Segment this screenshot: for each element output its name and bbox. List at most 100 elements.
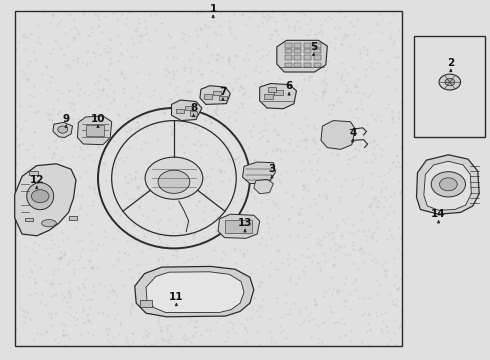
Point xyxy=(161,286,169,292)
Point xyxy=(103,92,111,98)
Point xyxy=(283,17,291,23)
Point xyxy=(65,288,73,294)
Point xyxy=(128,330,136,336)
Point xyxy=(371,195,379,201)
Point xyxy=(363,237,371,243)
Point xyxy=(27,267,35,273)
Point xyxy=(392,163,400,168)
Point xyxy=(46,281,53,287)
Point xyxy=(382,105,390,111)
Point xyxy=(78,146,86,152)
Point xyxy=(376,145,384,151)
Point xyxy=(335,334,343,339)
Point xyxy=(246,93,254,99)
Point xyxy=(298,158,306,163)
Point xyxy=(202,193,210,198)
Point xyxy=(307,73,315,79)
Point xyxy=(163,326,171,332)
Point xyxy=(24,220,32,225)
Point xyxy=(375,173,383,179)
Point xyxy=(48,293,56,299)
Point xyxy=(98,309,106,315)
Point xyxy=(197,71,205,77)
Point xyxy=(224,334,232,340)
Point xyxy=(212,31,220,37)
Point xyxy=(225,114,233,120)
Point xyxy=(217,23,224,28)
Point xyxy=(132,284,140,290)
Point xyxy=(54,197,62,202)
Point xyxy=(68,173,75,179)
Point xyxy=(74,257,82,263)
Point xyxy=(311,296,319,301)
Point xyxy=(340,66,347,72)
Point xyxy=(216,32,224,37)
Point xyxy=(74,284,82,290)
Point xyxy=(319,319,327,325)
Point xyxy=(352,106,360,112)
Point xyxy=(340,332,348,338)
Point xyxy=(22,34,30,40)
Point xyxy=(196,169,204,175)
Point xyxy=(201,22,209,28)
Point xyxy=(78,247,86,252)
Point xyxy=(138,32,146,38)
Point xyxy=(210,247,218,253)
Point xyxy=(212,228,220,234)
Point xyxy=(392,296,400,302)
Point xyxy=(175,96,183,102)
Point xyxy=(199,234,207,240)
Point xyxy=(127,176,135,181)
Point xyxy=(20,231,27,237)
Point xyxy=(257,199,265,205)
Point xyxy=(73,316,81,321)
Point xyxy=(132,292,140,298)
Point xyxy=(244,316,251,321)
Point xyxy=(68,153,76,159)
Point xyxy=(176,157,184,162)
Point xyxy=(57,46,65,51)
Point xyxy=(307,166,315,172)
Point xyxy=(99,87,107,93)
Point xyxy=(321,68,329,73)
Point xyxy=(136,176,144,181)
Point xyxy=(249,224,257,230)
Point xyxy=(278,260,286,265)
Point xyxy=(20,31,27,37)
Point xyxy=(146,306,153,312)
Point xyxy=(79,156,87,161)
Point xyxy=(356,55,364,61)
Point xyxy=(195,45,202,51)
Point xyxy=(369,88,377,94)
Point xyxy=(70,35,78,41)
Point xyxy=(121,102,128,108)
Point xyxy=(349,230,357,236)
Point xyxy=(70,101,78,107)
Point xyxy=(325,111,333,117)
Point xyxy=(112,208,120,214)
Point xyxy=(202,195,210,201)
Point xyxy=(103,78,111,84)
Point xyxy=(95,144,102,150)
Point xyxy=(225,80,233,86)
Point xyxy=(60,251,68,256)
Point xyxy=(156,166,164,172)
Bar xyxy=(219,96,227,100)
Point xyxy=(224,57,232,62)
Point xyxy=(232,79,240,85)
Point xyxy=(102,234,110,240)
Point xyxy=(241,220,249,225)
Point xyxy=(64,261,72,267)
Point xyxy=(152,269,160,275)
Point xyxy=(58,229,66,235)
Point xyxy=(151,296,159,302)
Point xyxy=(57,90,65,96)
Point xyxy=(392,286,400,292)
Point xyxy=(187,69,195,75)
Point xyxy=(343,151,351,157)
Point xyxy=(45,251,52,256)
Point xyxy=(368,235,376,240)
Point xyxy=(155,235,163,240)
Point xyxy=(71,34,78,40)
Point xyxy=(331,45,339,51)
